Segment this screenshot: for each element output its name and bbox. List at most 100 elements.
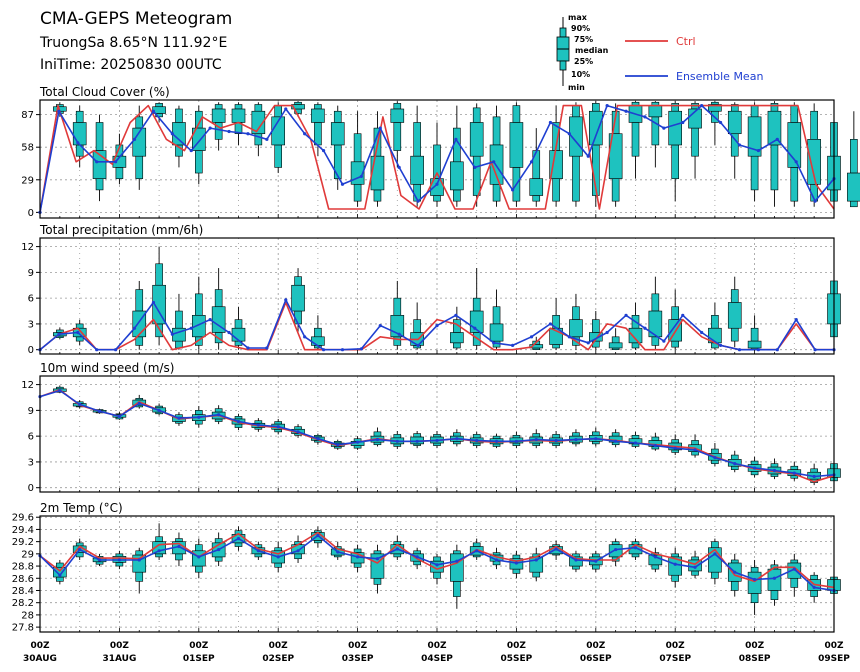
mean-point	[256, 549, 260, 553]
box-upper-tail	[750, 105, 759, 118]
box-iqr	[72, 122, 87, 146]
box-lower-tail	[135, 155, 144, 179]
box-32	[668, 101, 683, 202]
mean-point	[511, 343, 515, 348]
box-upper-tail	[234, 104, 243, 110]
box-upper-tail	[790, 465, 799, 470]
box-31	[648, 101, 663, 168]
box-iqr	[410, 155, 424, 185]
mean-point	[284, 107, 288, 111]
box-lower-tail	[56, 576, 64, 582]
box-lower-tail	[552, 178, 560, 202]
box-upper-tail	[254, 104, 263, 112]
box-upper-tail	[353, 133, 362, 163]
mean-point	[813, 199, 817, 203]
box-33	[688, 434, 702, 458]
mean-point	[605, 330, 609, 335]
mean-point	[78, 402, 82, 406]
box-upper-tail	[56, 562, 64, 568]
mean-point	[435, 563, 439, 567]
y-tick-label: 29.2	[12, 537, 34, 548]
y-tick-label: 29.6	[12, 513, 34, 524]
mean-point	[624, 109, 628, 113]
x-label-hour: 00Z	[269, 641, 289, 651]
box-iqr	[668, 556, 683, 576]
mean-point	[57, 109, 61, 113]
box-lower-tail	[572, 155, 580, 202]
box-36	[747, 315, 762, 351]
mean-point	[58, 573, 62, 577]
box-iqr	[509, 122, 524, 168]
box-27	[569, 429, 583, 447]
box-iqr	[469, 122, 484, 157]
box-upper-tail	[532, 433, 541, 438]
x-axis: 00Z 30AUG 00Z 31AUG 00Z 01SEP 00Z 02SEP 00Z 03SEP…	[23, 641, 850, 664]
mean-point	[775, 137, 779, 141]
box-lower-tail	[591, 564, 600, 570]
mean-point	[170, 332, 174, 336]
box-lower-tail	[453, 342, 461, 349]
x-label-hour: 00Z	[507, 641, 527, 651]
legend-label-25: 25%	[574, 57, 593, 66]
mean-point	[614, 547, 618, 552]
mean-point	[567, 132, 571, 136]
mean-point	[170, 132, 174, 136]
box-iqr	[727, 110, 742, 135]
mean-point	[673, 562, 677, 566]
legend-label-90: 90%	[571, 24, 590, 33]
mean-point	[494, 558, 499, 562]
box-38	[787, 461, 802, 481]
box-iqr	[628, 327, 643, 344]
y-tick-label: 3	[28, 319, 34, 330]
box-iqr	[648, 105, 663, 118]
box-upper-tail	[195, 544, 203, 552]
legend-label-75: 75%	[574, 35, 593, 44]
mean-point	[321, 348, 326, 352]
box-upper-tail	[195, 293, 203, 316]
box-upper-tail	[750, 566, 759, 573]
box-upper-tail	[274, 547, 283, 552]
box-upper-tail	[433, 434, 441, 438]
mean-point	[718, 120, 723, 125]
box-lower-tail	[353, 562, 362, 568]
box-30	[628, 431, 643, 449]
mean-point	[653, 444, 657, 448]
box-upper-tail	[850, 139, 858, 174]
box-iqr	[390, 108, 405, 123]
mean-point	[475, 438, 479, 443]
mean-point	[415, 555, 419, 559]
box-upper-tail	[512, 105, 521, 123]
box-upper-tail	[274, 105, 283, 118]
mean-point	[375, 557, 380, 561]
mean-point	[284, 298, 288, 302]
box-lower-tail	[631, 122, 640, 157]
box-lower-tail	[453, 189, 461, 202]
box-lower-tail	[274, 428, 283, 433]
box-upper-tail	[294, 276, 302, 286]
box-upper-tail	[591, 431, 600, 436]
mean-point	[359, 174, 363, 179]
box-lower-tail	[433, 442, 441, 446]
box-iqr	[807, 139, 821, 185]
y-tick-label: 27.8	[12, 623, 34, 634]
mean-point	[217, 413, 221, 417]
mean-point	[132, 137, 137, 141]
box-41	[847, 111, 860, 208]
box-iqr	[648, 310, 663, 338]
mean-point	[792, 567, 796, 571]
mean-point	[336, 443, 340, 447]
box-upper-tail	[492, 552, 501, 556]
box-23	[489, 105, 504, 207]
box-13	[291, 268, 305, 333]
location-label: TruongSa 8.65°N 111.92°E	[39, 35, 227, 51]
box-upper-tail	[810, 574, 818, 580]
mean-point	[812, 474, 816, 479]
box-lower-tail	[433, 571, 441, 579]
box-lower-tail	[730, 465, 739, 470]
mean-point	[117, 558, 121, 562]
box-lower-tail	[353, 445, 362, 449]
mean-point	[95, 160, 99, 164]
box-iqr	[747, 571, 762, 594]
y-tick-label: 9	[28, 406, 34, 417]
